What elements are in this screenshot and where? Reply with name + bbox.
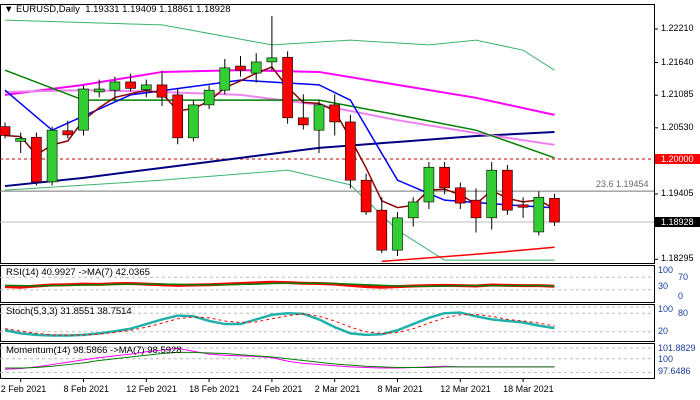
bear-candle [345,121,356,181]
ema-fast-line [4,66,555,210]
bear-candle [549,198,560,223]
momentum-axis-label: 97.6486 [658,366,691,376]
panel-border-0 [0,4,655,264]
rsi-axis-label: 70 [678,272,689,282]
momentum-label: Momentum(14) 98.5866 ->MA(7) 98.5928 [6,345,182,356]
fib-label: 23.6 1.19454 [596,179,649,190]
bull-candle [392,217,403,251]
chart-header: ▼ EURUSD,Daily 1.19331 1.19409 1.18861 1… [4,4,230,15]
bull-candle [486,169,498,219]
bull-candle [93,88,105,93]
price-tick-label: 1.18295 [661,253,694,264]
stoch-label: Stoch(5,3,3) 31.8551 38.7514 [6,306,132,317]
sma-green-line [4,69,555,159]
time-axis-label: 8 Mar 2021 [377,384,424,394]
time-axis-label: 12 Feb 2021 [126,384,177,394]
time-axis-label: 8 Feb 2021 [63,384,110,394]
bear-candle [297,117,309,126]
bear-candle [156,84,168,98]
bull-candle [266,57,278,63]
time-axis-label: 24 Feb 2021 [251,384,303,394]
bear-candle [282,56,293,119]
panel-border-3 [0,343,655,379]
bear-candle [517,204,529,208]
momentum-ma-line [5,351,555,369]
bear-candle [470,199,482,219]
bull-candle [313,104,325,131]
bear-candle [125,81,136,89]
bull-candle [46,129,58,183]
bear-candle [235,65,246,71]
panel-border-1 [0,265,655,303]
price-tick-label: 1.21085 [661,89,694,100]
bollinger-upper-line [4,19,555,71]
level-price-badge: 1.20000 [655,154,700,164]
rsi-ma-line [4,282,555,288]
bull-candle [533,196,545,233]
bull-candle [423,166,435,203]
time-axis-label: 18 Mar 2021 [503,384,554,394]
bear-candle [172,94,183,139]
bear-candle [31,136,42,183]
time-axis-label: 18 Feb 2021 [189,384,240,394]
stoch-axis-label: 100 [658,304,674,314]
panel-border-2 [0,304,655,342]
rsi-axis-label: 0 [678,291,684,301]
time-axis-label: 12 Mar 2021 [440,384,491,394]
bull-candle [203,89,215,106]
bear-candle [502,169,513,211]
bull-candle [250,61,262,74]
ohlc-values: 1.19331 1.19409 1.18861 1.18928 [85,4,231,15]
bear-candle [360,179,372,213]
stoch-axis-label: 80 [678,308,689,318]
bear-candle [454,187,466,204]
price-tick-label: 1.21640 [661,56,694,67]
bull-candle [188,104,199,139]
bear-candle [0,126,11,136]
rsi-label: RSI(14) 40.9927 ->MA(7) 42.0365 [6,267,150,278]
bull-candle [141,84,152,90]
sma-slow-line [4,130,555,188]
bear-candle [62,130,74,136]
stoch-axis-label: 20 [658,326,669,336]
bull-candle [78,88,89,131]
bull-candle [109,81,121,91]
time-axis-label: 2 Feb 2021 [0,384,47,394]
momentum-axis-label: 100 [658,354,674,364]
bull-candle [15,138,26,142]
price-tick-label: 1.22210 [661,23,694,33]
time-axis-label: 2 Mar 2021 [314,384,361,394]
rsi-axis-label: 100 [658,265,674,275]
collapse-triangle-icon[interactable]: ▼ [4,4,14,15]
rsi-axis-label: 30 [658,281,669,291]
price-tick-label: 1.19405 [661,188,694,198]
bull-candle [407,201,419,219]
stoch-main-line [4,311,555,337]
bear-candle [329,104,341,123]
price-tick-label: 1.20530 [661,121,694,132]
trend-red-line [381,246,555,263]
bull-candle [219,67,231,91]
symbol-label: EURUSD,Daily [16,4,80,15]
sma-magenta-line [4,69,555,116]
current-price-badge: 1.18928 [655,217,700,228]
stoch-signal-line [4,313,555,336]
momentum-axis-label: 101.8829 [658,343,696,353]
bear-candle [376,209,388,251]
bear-candle [439,166,450,189]
